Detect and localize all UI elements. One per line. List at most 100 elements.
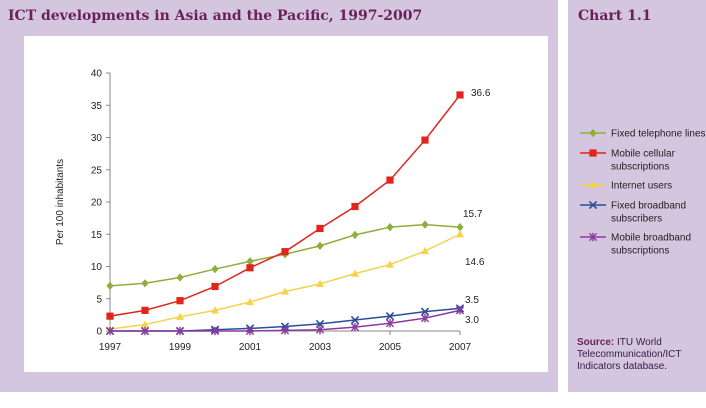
data-point — [316, 224, 324, 233]
data-point — [105, 326, 115, 336]
data-point — [281, 248, 289, 256]
y-tick-label: 10 — [91, 262, 103, 273]
legend-item-2: Internet users — [580, 181, 672, 192]
y-tick-label: 25 — [91, 165, 103, 176]
data-point — [246, 297, 254, 306]
data-point — [211, 282, 219, 291]
data-point — [141, 306, 149, 314]
x-tick-label: 1999 — [169, 342, 192, 353]
data-point — [456, 91, 464, 99]
series-1 — [106, 91, 464, 320]
data-point-stroke — [588, 200, 598, 210]
data-point — [280, 326, 290, 335]
legend-label: Mobile cellular subscriptions — [611, 149, 676, 173]
data-point — [350, 315, 360, 325]
data-point — [176, 273, 184, 282]
data-point — [421, 246, 429, 255]
data-point — [315, 325, 325, 334]
x-tick-label: 2007 — [449, 342, 472, 353]
legend-item-3: Fixed broadband subscribers — [580, 201, 686, 225]
data-point-stroke — [315, 319, 325, 329]
data-point — [211, 264, 219, 274]
source-label: Source: — [577, 337, 615, 348]
legend-label: Mobile broadband subscriptions — [611, 233, 691, 257]
series-line — [109, 94, 461, 317]
data-point — [316, 241, 324, 251]
data-point — [315, 319, 325, 329]
series-2 — [106, 230, 464, 333]
data-point — [281, 287, 289, 295]
data-point — [246, 257, 254, 266]
legend-item-4: Mobile broadband subscriptions — [580, 233, 691, 257]
data-point — [455, 306, 465, 315]
data-point — [385, 319, 395, 328]
source-note: Source: ITU World Telecommunication/ICT … — [577, 337, 703, 373]
data-point — [421, 136, 429, 144]
data-point — [176, 312, 184, 320]
x-tick-label: 2005 — [379, 342, 402, 353]
data-point — [351, 230, 359, 240]
data-point — [351, 202, 359, 211]
y-tick-label: 40 — [91, 69, 103, 80]
data-point — [589, 180, 597, 189]
data-point — [211, 306, 219, 314]
data-point — [456, 230, 464, 238]
legend: Fixed telephone lines Mobile cellular subs… — [580, 129, 706, 257]
y-axis-label: Per 100 inhabitants — [55, 159, 66, 245]
data-point — [141, 279, 149, 288]
x-tick-label: 1997 — [99, 342, 122, 353]
data-point — [420, 313, 430, 323]
data-point-stroke — [420, 307, 430, 316]
data-point — [245, 326, 255, 336]
value-annotation: 3.5 — [465, 295, 479, 306]
chart-number: Chart 1.1 — [578, 8, 652, 24]
legend-item-1: Mobile cellular subscriptions — [580, 149, 676, 173]
legend-item-0: Fixed telephone lines — [580, 129, 706, 140]
data-point — [386, 222, 394, 232]
series-4 — [105, 306, 465, 336]
data-point-stroke — [350, 315, 360, 325]
data-point — [386, 260, 394, 268]
data-point — [589, 128, 597, 138]
value-annotation: 14.6 — [465, 257, 485, 268]
y-tick-label: 0 — [96, 327, 102, 338]
value-annotation: 15.7 — [463, 209, 483, 220]
annotations: 36.6 15.7 14.6 3.5 3.0 — [463, 88, 491, 326]
data-point — [421, 220, 429, 229]
data-point — [141, 320, 149, 328]
axes: 0 5 10 15 20 25 30 35 40 1997 1999 2001 2003 2005 2007… — [55, 69, 472, 354]
legend-label: Internet users — [611, 181, 672, 192]
series-layer — [105, 91, 465, 336]
x-tick-label: 2003 — [309, 342, 332, 353]
data-point — [175, 326, 185, 336]
legend-label: Fixed telephone lines — [611, 129, 706, 140]
data-point — [588, 232, 598, 242]
y-tick-label: 20 — [91, 198, 103, 209]
data-point — [351, 269, 359, 277]
side-panel — [568, 0, 706, 392]
data-point — [386, 176, 394, 184]
x-tick-label: 2001 — [239, 342, 262, 353]
source-text: ITU World Telecommunication/ICT Indicato… — [577, 337, 682, 372]
value-annotation: 3.0 — [465, 315, 479, 326]
data-point — [385, 311, 395, 321]
data-point — [106, 281, 114, 291]
page-title: ICT developments in Asia and the Pacific… — [8, 8, 423, 24]
data-point-stroke — [385, 311, 395, 321]
data-point — [210, 326, 220, 336]
data-point — [246, 264, 254, 272]
data-point — [588, 200, 598, 210]
data-point — [350, 322, 360, 332]
data-point — [316, 279, 324, 288]
y-tick-label: 35 — [91, 101, 103, 112]
legend-label: Fixed broadband subscribers — [611, 201, 686, 225]
data-point — [456, 222, 464, 232]
value-annotation: 36.6 — [471, 88, 491, 99]
y-tick-label: 15 — [91, 230, 103, 241]
data-point — [106, 312, 114, 320]
data-point — [589, 149, 597, 157]
y-tick-label: 30 — [91, 133, 103, 144]
y-tick-label: 5 — [96, 294, 102, 305]
data-point — [420, 307, 430, 316]
